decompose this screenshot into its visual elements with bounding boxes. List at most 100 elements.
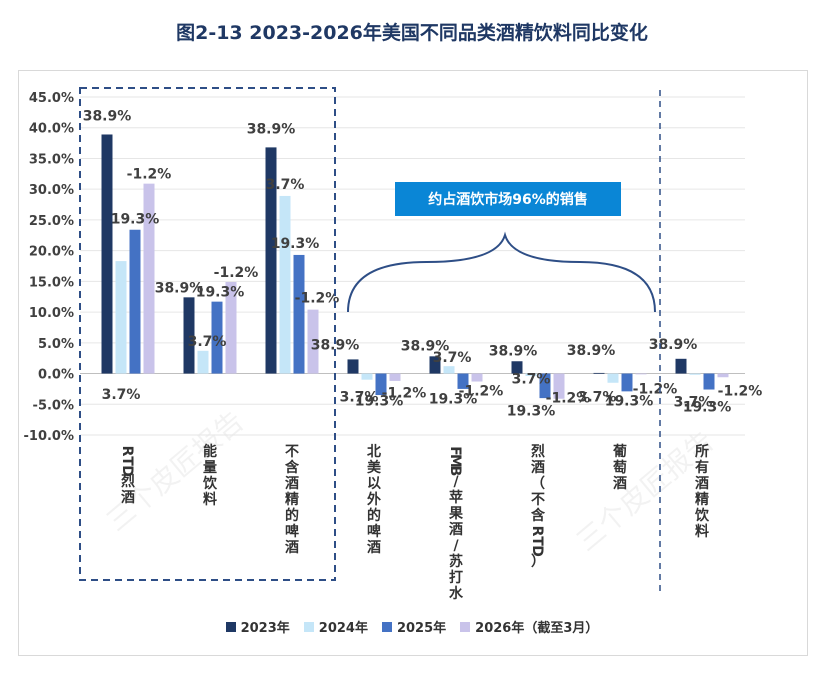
legend-label: 2026年（截至3月） <box>475 621 599 636</box>
x-category-char: 饮 <box>202 475 218 492</box>
data-label: 38.9% <box>311 337 360 353</box>
y-tick-label: 15.0% <box>29 275 74 290</box>
x-category-char: 料 <box>695 523 709 540</box>
y-tick-label: 30.0% <box>29 183 74 198</box>
y-tick-label: 20.0% <box>29 245 74 260</box>
data-label: 19.3% <box>507 404 556 420</box>
data-label: -1.2% <box>382 386 427 402</box>
x-category-char: 以 <box>367 476 381 492</box>
y-tick-label: 45.0% <box>29 91 74 106</box>
legend-label: 2023年 <box>240 621 290 636</box>
data-label: 38.9% <box>155 280 204 296</box>
x-category-char: 不 <box>285 444 299 460</box>
x-category-char: 酒 <box>613 476 627 492</box>
legend-item: 2024年 <box>303 617 368 636</box>
x-category-char: （ <box>531 476 545 492</box>
x-category-char: D <box>529 545 545 557</box>
x-category-char: ） <box>531 554 545 570</box>
x-category-char: 不 <box>531 492 545 508</box>
x-category-char: 含 <box>531 507 546 524</box>
x-category-char: 苏 <box>449 553 463 570</box>
legend-swatch <box>460 621 471 632</box>
x-category-char: 有 <box>695 459 709 476</box>
x-category-char: 酒 <box>285 540 299 556</box>
bar <box>129 229 141 374</box>
x-category-char: 烈 <box>531 444 545 460</box>
x-category-char: 能 <box>203 443 217 460</box>
data-label: 38.9% <box>489 343 538 359</box>
data-label: 19.3% <box>605 394 654 410</box>
data-label: 3.7% <box>578 390 617 406</box>
x-category-char: 外 <box>367 491 381 508</box>
bar <box>225 281 237 374</box>
bar <box>375 373 387 396</box>
x-category-char: 水 <box>449 585 464 602</box>
y-tick-label: 25.0% <box>29 214 74 229</box>
bar <box>347 359 359 374</box>
bar <box>525 373 537 377</box>
data-label: -1.2% <box>633 382 678 398</box>
callout-box: 约占酒饮市场96%的销售 <box>395 182 621 216</box>
data-label: -1.2% <box>459 384 504 400</box>
data-label: 38.9% <box>401 338 450 354</box>
bar <box>689 373 701 375</box>
bar <box>183 297 195 374</box>
y-tick-label: 35.0% <box>29 152 74 167</box>
x-category-char: F <box>447 446 463 456</box>
x-category-char: / <box>453 474 459 490</box>
data-label: 38.9% <box>247 121 296 137</box>
legend-swatch <box>381 621 392 632</box>
bar <box>471 373 483 382</box>
data-label: 3.7% <box>340 390 379 406</box>
x-category-char: 苹 <box>449 489 463 506</box>
bar <box>675 358 687 374</box>
bar <box>635 373 647 375</box>
y-tick-label: 40.0% <box>29 122 74 137</box>
x-category-char: / <box>453 538 459 554</box>
data-label: 3.7% <box>102 387 141 403</box>
bar <box>511 361 523 374</box>
data-label: 19.3% <box>355 394 404 410</box>
bar <box>457 373 469 389</box>
x-category-char: 饮 <box>694 507 710 524</box>
x-category-char: 啤 <box>285 523 299 540</box>
legend-swatch <box>303 621 314 632</box>
data-label: -1.2% <box>214 265 259 281</box>
data-label: 19.3% <box>429 392 478 408</box>
x-category-char: 打 <box>449 569 463 586</box>
x-category-char: M <box>447 454 463 468</box>
bar <box>307 309 319 374</box>
curly-brace <box>347 231 656 313</box>
data-label: 38.9% <box>567 343 616 359</box>
x-category-char: 精 <box>695 491 709 508</box>
bar <box>361 373 373 380</box>
x-category-char: 的 <box>285 507 299 524</box>
bar <box>389 373 401 381</box>
x-category-char: 萄 <box>613 459 627 476</box>
x-category-char: B <box>447 466 463 477</box>
x-category-char: 料 <box>203 491 217 508</box>
data-label: 3.7% <box>188 334 227 350</box>
bar <box>717 373 729 378</box>
data-label: 3.7% <box>512 372 551 388</box>
data-label: 19.3% <box>111 212 160 228</box>
x-category-char: 啤 <box>367 523 381 540</box>
bar <box>593 372 605 374</box>
y-tick-label: 10.0% <box>29 306 74 321</box>
x-category-char: R <box>529 526 545 537</box>
data-label: 3.7% <box>674 395 713 411</box>
x-category-char: 含 <box>285 459 300 476</box>
data-label: -1.2% <box>127 167 172 183</box>
bar <box>279 195 291 374</box>
legend-label: 2025年 <box>396 621 447 636</box>
bar <box>607 373 619 383</box>
data-label: 3.7% <box>266 177 305 193</box>
data-label: -1.2% <box>295 291 340 307</box>
legend-item: 2025年 <box>381 617 447 636</box>
bar <box>621 373 633 392</box>
bar <box>265 147 277 374</box>
legend-item: 2026年（截至3月） <box>460 617 598 636</box>
y-tick-label: 0.0% <box>38 368 74 383</box>
data-label: -1.2% <box>718 384 763 400</box>
